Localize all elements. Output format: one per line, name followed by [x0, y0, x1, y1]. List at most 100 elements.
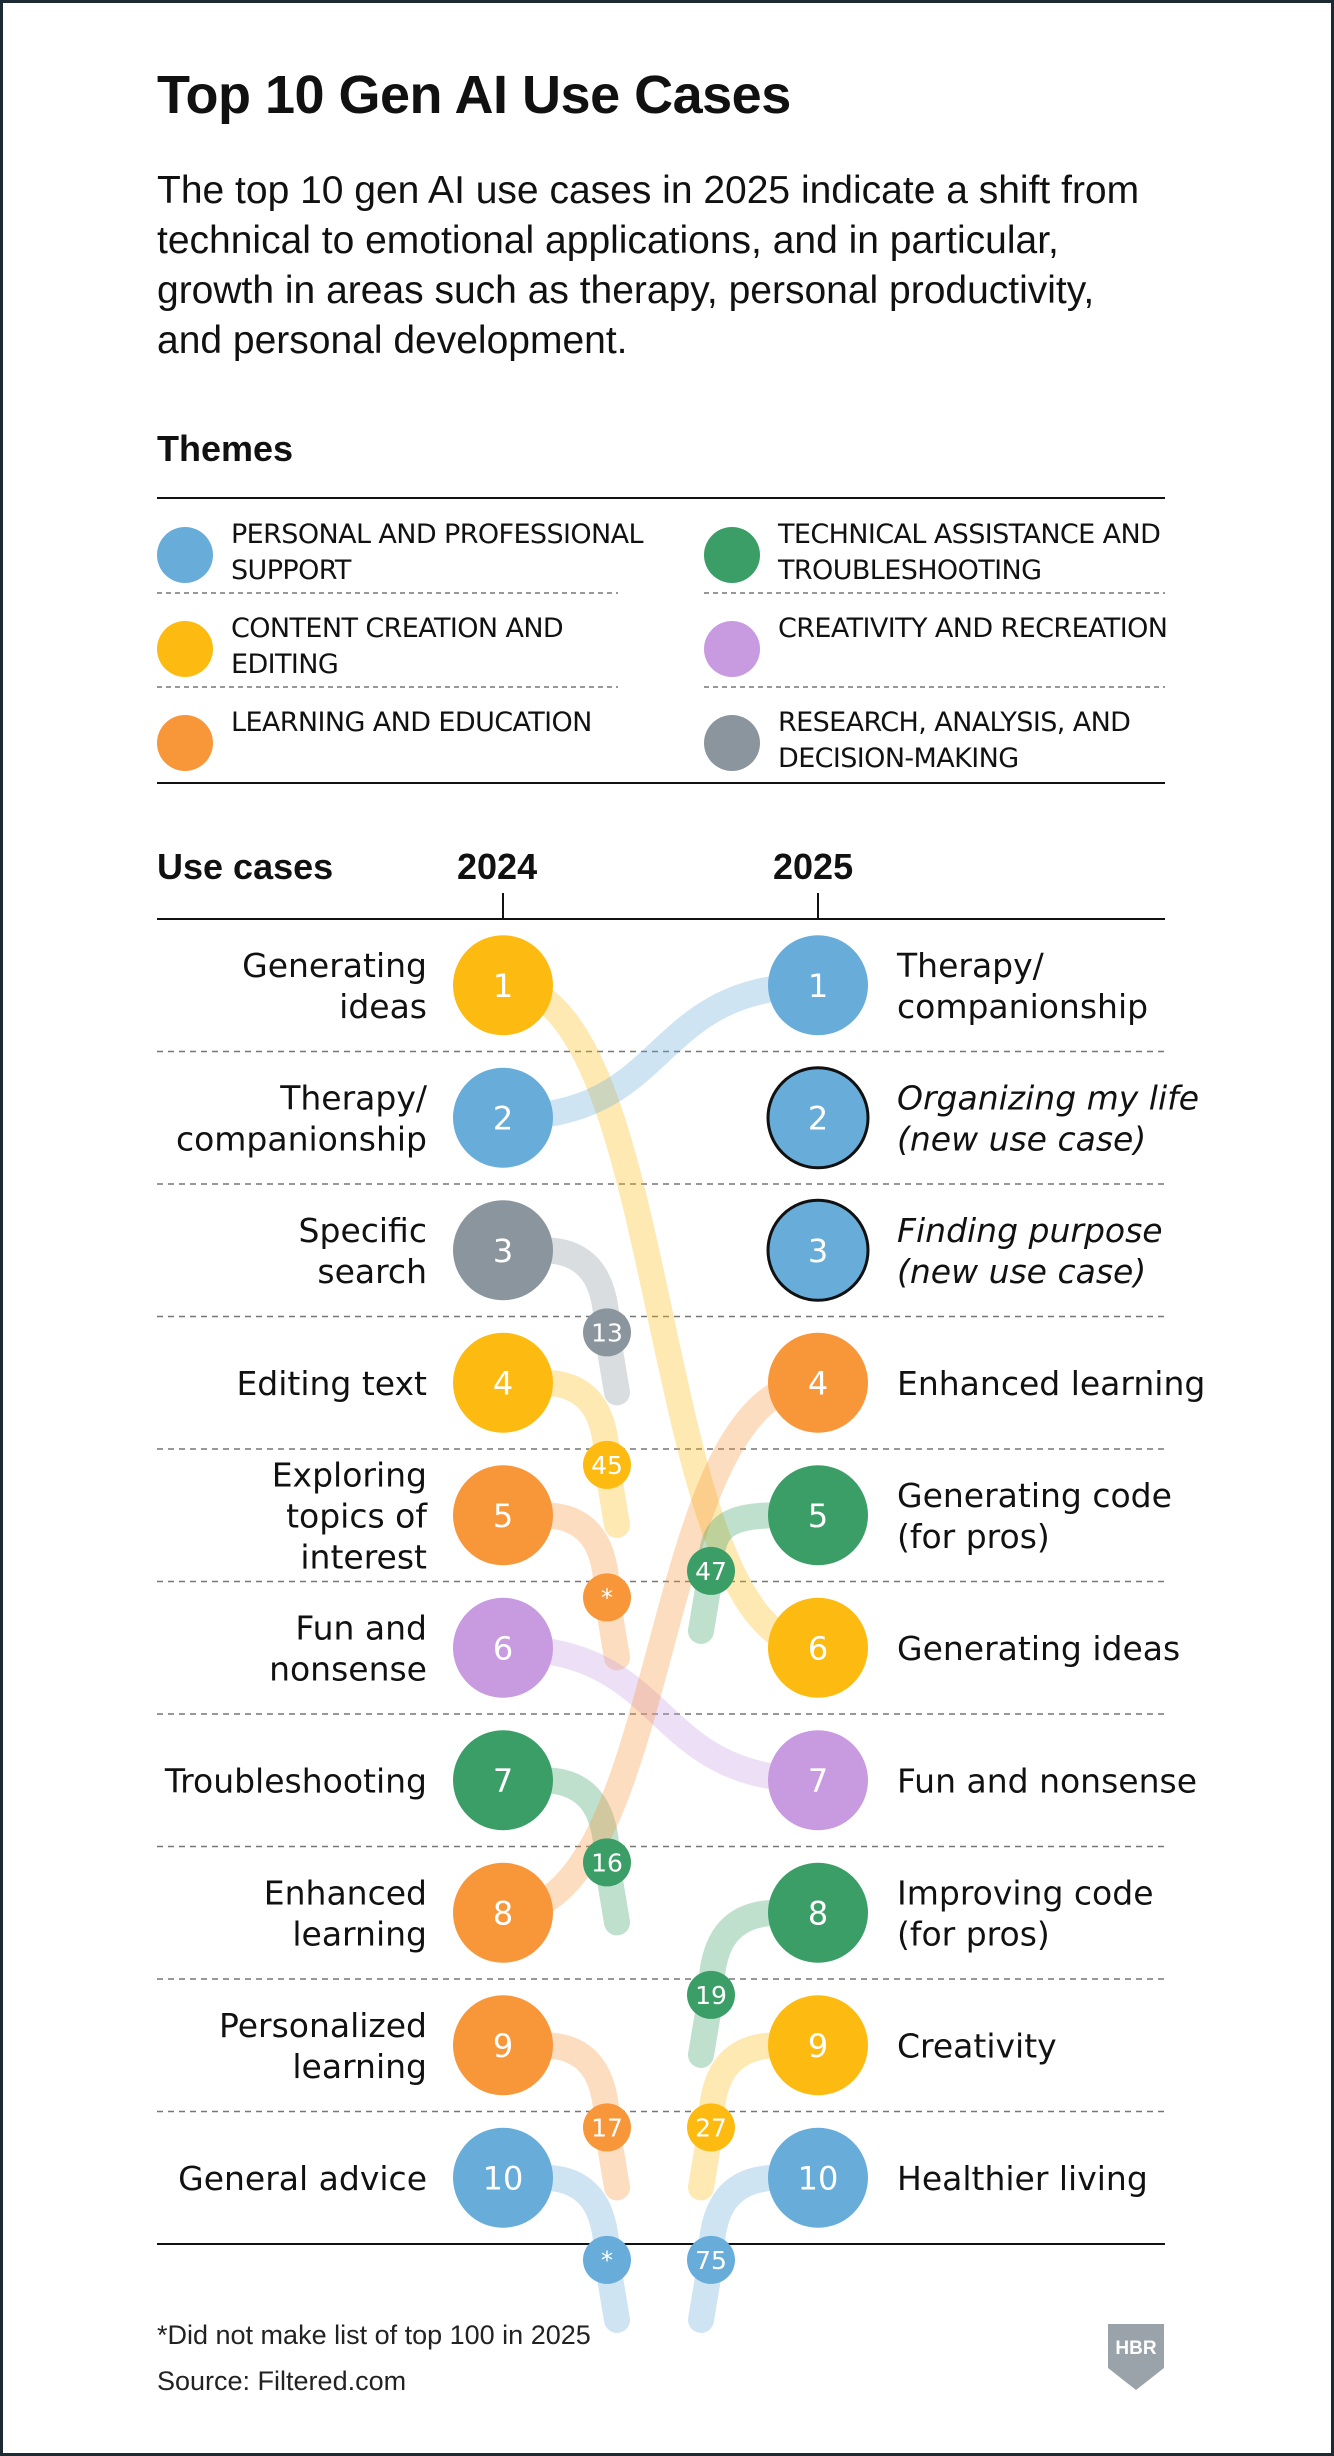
theme-technical: Technical assistance and troubleshooting: [704, 507, 1164, 601]
rank-2024-node: [453, 1995, 553, 2096]
use-case-label: Enhanced learning: [264, 1873, 427, 1953]
year-2024-heading: 2024: [457, 846, 538, 887]
rank-2024-node: [453, 1200, 553, 1301]
entry-node: [687, 2103, 735, 2152]
use-case-label: Fun and nonsense: [269, 1608, 427, 1688]
use-case-label: Personalized learning: [219, 2006, 427, 2086]
entry-node: [687, 1546, 735, 1595]
use-case-label: Creativity: [897, 2026, 1057, 2065]
rank-2024-node: [453, 1067, 553, 1168]
year-2025-heading: 2025: [773, 846, 854, 887]
use-case-label: Fun and nonsense: [897, 1761, 1197, 1800]
rank-2025-node-number: 3: [808, 1232, 828, 1270]
rank-2025-node-number: 4: [808, 1364, 828, 1402]
rank-2025-node: [768, 2127, 868, 2228]
logo-text: HBR: [1115, 2338, 1156, 2359]
theme-label: Learning and education: [231, 707, 592, 738]
source-note: Source: Filtered.com: [157, 2366, 407, 2396]
theme-label: Content creation and editing: [231, 613, 564, 680]
exit-node-number: 17: [591, 2113, 623, 2142]
rank-2025-node-number: 5: [808, 1497, 828, 1535]
rank-2025-node-number: 6: [808, 1629, 828, 1667]
exit-node: [583, 1838, 631, 1887]
rank-2025-node: [768, 1332, 868, 1433]
rank-2025-node-number: 10: [798, 2159, 839, 2197]
rank-2024-node: [453, 1862, 553, 1963]
use-case-label: Exploring topics of interest: [272, 1455, 429, 1576]
use-case-label: Troubleshooting: [164, 1761, 427, 1800]
exit-node-number: 45: [591, 1451, 623, 1480]
entry-node-number: 19: [695, 1981, 727, 2010]
rank-2024-node-number: 7: [493, 1762, 513, 1800]
entry-node-number: 27: [695, 2113, 727, 2142]
chart-title: Top 10 Gen AI Use Cases: [157, 65, 791, 125]
rank-2025-node: [768, 1995, 868, 2096]
use-cases-heading: Use cases: [157, 846, 334, 887]
exit-node-number: *: [601, 1584, 613, 1612]
exit-node-number: *: [601, 2247, 613, 2275]
exit-node: [583, 2235, 631, 2284]
rank-2025-node: [768, 935, 868, 1036]
theme-label: Personal and professional support: [231, 519, 644, 586]
theme-label: Technical assistance and troubleshooting: [778, 519, 1161, 586]
rank-2024-node: [453, 1465, 553, 1566]
rank-2025-node: [766, 1198, 870, 1302]
row-labels: Generating ideas Therapy/companionship Spec…: [164, 946, 1205, 2198]
rank-2024-node-number: 4: [493, 1364, 513, 1402]
use-case-label: Generating ideas: [242, 946, 427, 1026]
entry-node-number: 47: [695, 1557, 727, 1586]
exit-node-number: 13: [591, 1318, 623, 1347]
use-case-label: Therapy/companionship: [896, 946, 1148, 1026]
use-case-label: Therapy/companionship: [176, 1078, 428, 1158]
themes-heading: Themes: [157, 428, 294, 469]
ribbon: [490, 972, 831, 1131]
rank-2024-node-number: 9: [493, 2027, 513, 2065]
theme-content: Content creation and editing: [157, 601, 617, 695]
rank-2024-node-number: 10: [483, 2159, 524, 2197]
footnote: *Did not make list of top 100 in 2025: [157, 2320, 591, 2350]
rank-2024-node-number: 5: [493, 1497, 513, 1535]
use-case-label: Generating ideas: [897, 1629, 1180, 1668]
rank-2025-node: [768, 1730, 868, 1831]
hbr-logo: HBR: [1108, 2324, 1164, 2390]
use-case-label: Organizing my life (new use case): [897, 1078, 1199, 1158]
theme-creativity: Creativity and recreation: [704, 601, 1168, 695]
rank-2024-node-number: 6: [493, 1629, 513, 1667]
rank-2025-node: [768, 1597, 868, 1698]
theme-dot: [157, 527, 213, 583]
entry-node-number: 75: [695, 2246, 727, 2275]
theme-learning: Learning and education: [157, 695, 617, 789]
ribbon: [490, 972, 831, 1661]
rank-2025-node-number: 8: [808, 1894, 828, 1932]
use-case-label: Enhanced learning: [897, 1364, 1205, 1403]
rank-2025-node-number: 1: [808, 967, 828, 1005]
rank-2024-node: [453, 1730, 553, 1831]
rank-2024-node: [453, 935, 553, 1036]
rank-2025-node-number: 2: [808, 1099, 828, 1137]
exit-node: [583, 1573, 631, 1622]
rank-nodes: 1 2 13 3 45 4 * 5 6 16 7 8 17 9 * 10 1 2 3 4 47 5 6 7 19 8 27 9 75 10: [453, 935, 870, 2284]
exit-node-number: 16: [591, 1848, 623, 1877]
use-case-label: General advice: [178, 2159, 427, 2198]
use-case-label: Finding purpose (new use case): [897, 1211, 1163, 1291]
chart-subtitle: The top 10 gen AI use cases in 2025 indi…: [157, 169, 1140, 362]
use-case-label: Improving code (for pros): [897, 1873, 1154, 1953]
rank-2025-node-number: 7: [808, 1762, 828, 1800]
ribbon: [490, 1634, 831, 1794]
rank-2024-node: [453, 1597, 553, 1698]
theme-dot: [704, 621, 760, 677]
use-case-label: Healthier living: [897, 2159, 1148, 2198]
rank-2025-node: [768, 1465, 868, 1566]
entry-node: [687, 1970, 735, 2019]
divider-lines: [157, 497, 1165, 2245]
exit-node: [583, 2103, 631, 2152]
use-case-label: Editing text: [236, 1364, 427, 1403]
theme-dot: [157, 621, 213, 677]
exit-node: [583, 1440, 631, 1489]
theme-personal: Personal and professional support: [157, 507, 644, 601]
rank-2025-node: [768, 1862, 868, 1963]
rank-2024-node-number: 8: [493, 1894, 513, 1932]
ribbon: [490, 1369, 831, 1926]
